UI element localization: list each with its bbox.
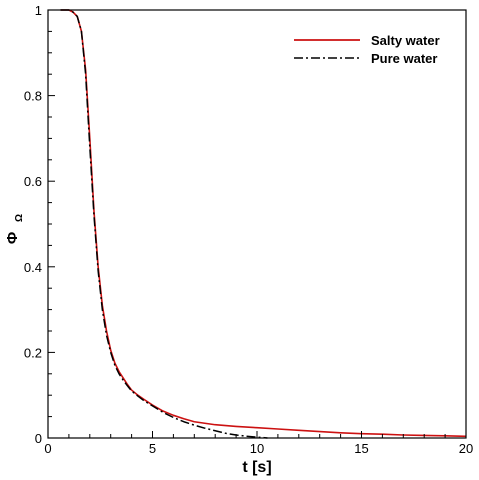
ticks-layer: 0 5 10 15 20 0 0.2 0.4 0.6 0.8 1: [24, 3, 473, 456]
series-layer: [60, 9, 467, 439]
legend-label-salty-water: Salty water: [371, 33, 440, 48]
y-tick-label: 0.4: [24, 260, 42, 275]
x-tick-label: 20: [459, 441, 473, 456]
y-tick-label: 1: [35, 3, 42, 18]
y-tick-label: 0.2: [24, 345, 42, 360]
series-line-pure-water: [60, 9, 268, 439]
y-tick-label: 0: [35, 431, 42, 446]
plot-frame: [47, 9, 467, 439]
y-axis-title-subscript: Ω: [14, 214, 25, 222]
x-tick-label: 5: [149, 441, 156, 456]
x-tick-label: 0: [44, 441, 51, 456]
legend: Salty water Pure water: [294, 33, 440, 66]
y-tick-label: 0.8: [24, 89, 42, 104]
y-tick-label: 0.6: [24, 174, 42, 189]
x-tick-label: 10: [250, 441, 264, 456]
y-axis-title-main: Φ: [4, 232, 21, 244]
series-line-salty-water: [60, 9, 467, 438]
x-tick-label: 15: [354, 441, 368, 456]
plot-area: [60, 9, 467, 439]
x-axis-title: t [s]: [242, 459, 271, 476]
legend-label-pure-water: Pure water: [371, 51, 437, 66]
y-axis-title: Φ Ω: [4, 214, 25, 244]
